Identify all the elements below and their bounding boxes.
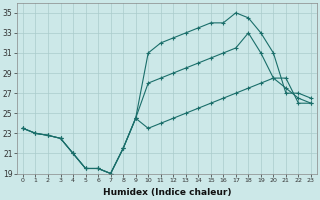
X-axis label: Humidex (Indice chaleur): Humidex (Indice chaleur): [103, 188, 231, 197]
